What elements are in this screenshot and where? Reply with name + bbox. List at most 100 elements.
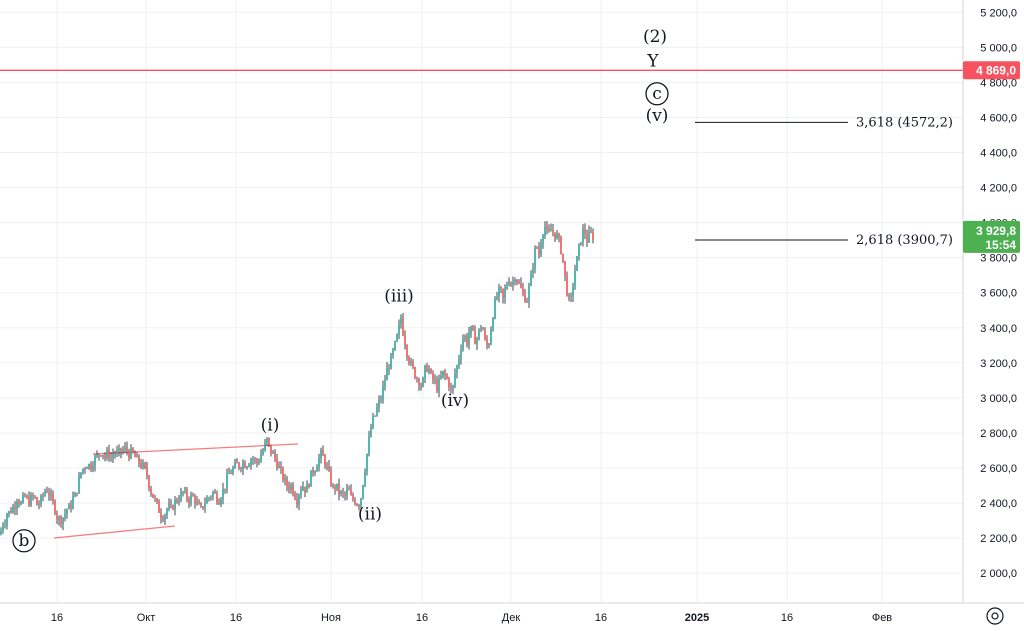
candle-body [98, 454, 100, 456]
candle-body [10, 511, 12, 513]
candle-body [222, 488, 224, 499]
candle-body [300, 490, 302, 495]
time-axis[interactable]: 16 Окт 16 Ноя 16 Дек 16 2025 16 Фев [0, 602, 1024, 631]
y-tick-label: 4 400,0 [980, 148, 1017, 160]
wave-label: (iv) [441, 391, 469, 411]
candle-body [36, 497, 38, 506]
wave-labels: (i) (ii) (iii) (iv) (v) (2) Yb c [12, 27, 669, 553]
resistance-price-box [963, 61, 1020, 80]
candle-body [342, 491, 344, 493]
candle-body [268, 437, 270, 445]
x-tick-label: 16 [416, 612, 428, 624]
candle-body [262, 450, 264, 455]
candle-body [440, 376, 442, 379]
candle-body [330, 470, 332, 486]
candle-body [168, 504, 170, 510]
candle-body [204, 503, 206, 508]
candle-body [410, 361, 412, 364]
candle-body [156, 498, 158, 502]
candle-body [68, 504, 70, 510]
candle-body [324, 455, 326, 466]
candle-body [146, 467, 148, 476]
grid-lines [0, 0, 963, 603]
candle-body [202, 506, 204, 508]
current-price-box [963, 220, 1020, 253]
candle-body [186, 490, 188, 499]
candle-body [92, 465, 94, 470]
candle-body [586, 234, 588, 243]
price-axis[interactable]: 2 000,0 2 200,0 2 400,0 2 600,0 2 800,0 3 000… [962, 0, 1024, 603]
candle-body [136, 455, 138, 458]
candle-body [270, 444, 272, 454]
candle-body [430, 369, 432, 373]
candle-body [564, 261, 566, 276]
candle-body [384, 380, 386, 387]
fib-extension-levels[interactable]: 3,618 (4572,2) 2,618 (3900,7) [695, 115, 953, 248]
candle-body [312, 470, 314, 473]
candle-timer-label: 15:54 [985, 238, 1016, 252]
candle-body [526, 301, 528, 303]
candle-body [398, 324, 400, 335]
candle-body [80, 472, 82, 478]
candle-body [498, 286, 500, 297]
candle-body [584, 228, 586, 235]
candle-body [370, 427, 372, 437]
candle-body [568, 295, 570, 297]
x-tick-label: Ноя [321, 612, 341, 624]
candle-body [366, 453, 368, 472]
candle-body [540, 243, 542, 255]
y-tick-label: 3 000,0 [980, 393, 1017, 405]
fib-level-label: 3,618 (4572,2) [856, 115, 953, 130]
candle-body [288, 486, 290, 490]
candle-body [424, 365, 426, 378]
candle-body [236, 462, 238, 464]
candle-body [590, 231, 592, 233]
candle-body [510, 282, 512, 285]
candle-body [582, 228, 584, 243]
candle-body [372, 416, 374, 428]
candle-body [86, 467, 88, 469]
candle-body [138, 455, 140, 464]
candle-body [212, 491, 214, 497]
candle-body [522, 287, 524, 293]
wave-circle [645, 82, 669, 106]
candle-body [338, 483, 340, 495]
y-tick-label: 5 200,0 [980, 7, 1017, 19]
candle-body [252, 459, 254, 461]
candle-body [356, 504, 358, 506]
candle-body [408, 357, 410, 364]
settings-icon[interactable] [986, 607, 1004, 625]
x-tick-label: 16 [781, 612, 793, 624]
candle-body [84, 468, 86, 470]
wave-label: (2) [643, 27, 667, 47]
candle-body [316, 467, 318, 472]
candle-body [88, 464, 90, 468]
candle-body [552, 229, 554, 233]
candle-body [128, 451, 130, 459]
y-tick-label: 3 600,0 [980, 288, 1017, 300]
candle-body [528, 285, 530, 303]
candle-body [244, 462, 246, 468]
y-tick-label: 2 800,0 [980, 428, 1017, 440]
candle-body [148, 475, 150, 489]
candle-body [6, 514, 8, 525]
y-tick-label: 2 000,0 [980, 568, 1017, 580]
x-tick-label: 16 [595, 612, 607, 624]
candle-body [192, 494, 194, 497]
candle-body [158, 501, 160, 513]
candle-body [248, 464, 250, 467]
candle-body [178, 500, 180, 502]
candle-body [120, 448, 122, 453]
candle-body [226, 473, 228, 489]
lower-trendline[interactable] [53, 525, 176, 539]
candle-body [256, 459, 258, 463]
wave-label: (iii) [384, 287, 414, 307]
candle-body [460, 349, 462, 360]
candle-body [110, 457, 112, 459]
candle-body [174, 499, 176, 510]
candle-body [290, 484, 292, 490]
candle-body [478, 328, 480, 339]
candle-body [8, 511, 10, 515]
candle-body [242, 462, 244, 470]
